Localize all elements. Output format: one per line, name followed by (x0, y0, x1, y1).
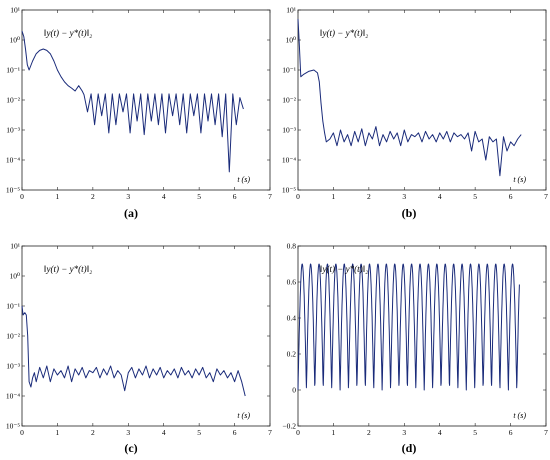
x-tick-label: 4 (162, 428, 166, 437)
y-tick-label: 10⁻² (6, 332, 20, 341)
panel-b: 0 1 2 3 4 5 6 7 10⁻⁵ 10⁻⁴ 10⁻³ 10⁻² 10⁻¹ 10⁰ 10¹ ‖y(t) … (282, 6, 548, 202)
x-tick-label: 2 (367, 428, 371, 437)
x-tick-label: 5 (197, 428, 201, 437)
y-tick-label: 10⁻³ (6, 126, 20, 135)
x-axis-label: t (s) (513, 411, 526, 420)
y-tick-label: 10⁻⁵ (282, 186, 296, 195)
x-tick-label: 3 (402, 428, 406, 437)
x-tick-label: 7 (268, 428, 272, 437)
norm-annotation: ‖y(t) − y*(t)‖₂ (320, 28, 368, 38)
x-tick-label: 2 (367, 192, 371, 201)
y-tick-label: 10⁻⁴ (282, 156, 296, 165)
panel-a: 0 1 2 3 4 5 6 7 10⁻⁵ 10⁻⁴ 10⁻³ 10⁻² 10⁻¹ 10⁰ 10¹ ‖y(t) … (6, 6, 272, 202)
x-tick-label: 2 (91, 428, 95, 437)
plot-frame (297, 245, 547, 427)
x-axis-label: t (s) (237, 175, 250, 184)
x-tick-label: 5 (473, 192, 477, 201)
caption-a: (a) (124, 206, 138, 220)
x-tick-label: 2 (91, 192, 95, 201)
x-tick-label: 6 (233, 428, 237, 437)
y-tick-label: 10⁻³ (6, 362, 20, 371)
y-tick-label: 10¹ (286, 6, 296, 15)
y-tick-label: 0.8 (287, 242, 297, 251)
series-line (21, 30, 244, 173)
x-tick-label: 3 (126, 428, 130, 437)
x-tick-label: 0 (296, 192, 300, 201)
y-tick-label: 0 (292, 386, 296, 395)
x-axis-label: t (s) (513, 175, 526, 184)
x-tick-label: 4 (162, 192, 166, 201)
y-tick-label: 10⁰ (285, 36, 296, 45)
y-tick-label: 10⁰ (9, 272, 20, 281)
series-line (21, 305, 246, 397)
y-tick-label: 10⁰ (9, 36, 20, 45)
norm-annotation: ‖y(t) − y*(t)‖₂ (44, 28, 92, 38)
y-tick-label: 10⁻² (6, 96, 20, 105)
y-tick-label: 10⁻³ (282, 126, 296, 135)
y-tick-label: 10⁻⁵ (6, 186, 20, 195)
panel-c: 0 1 2 3 4 5 6 7 10⁻⁵ 10⁻⁴ 10⁻³ 10⁻² 10⁻¹ 10⁰ 10¹ ‖y(t) … (6, 242, 272, 438)
x-axis-label: t (s) (237, 411, 250, 420)
y-tick-label: 10⁻⁴ (6, 156, 20, 165)
x-tick-label: 6 (509, 192, 513, 201)
y-tick-label: 10⁻¹ (6, 302, 20, 311)
x-tick-label: 3 (126, 192, 130, 201)
norm-annotation: ‖y(t) − y*(t)‖₂ (44, 264, 92, 274)
y-tick-label: 10⁻² (282, 96, 296, 105)
caption-c: (c) (124, 441, 137, 455)
x-tick-label: 1 (56, 428, 60, 437)
y-tick-label: 10¹ (10, 6, 20, 15)
norm-annotation: ‖y(t) − y*(t)‖₂ (320, 264, 368, 274)
series-line (297, 263, 520, 391)
x-tick-label: 0 (296, 428, 300, 437)
caption-d: (d) (402, 441, 417, 455)
panel-d: 0 1 2 3 4 5 6 7−0.200.20.40.60.8‖y(t) − y*(t)‖₂… (282, 242, 548, 438)
x-tick-label: 3 (402, 192, 406, 201)
x-tick-label: 5 (473, 428, 477, 437)
y-tick-label: 10⁻⁵ (6, 422, 20, 431)
x-tick-label: 1 (56, 192, 60, 201)
x-tick-label: 1 (332, 192, 336, 201)
x-tick-label: 5 (197, 192, 201, 201)
y-tick-label: 0.4 (287, 314, 297, 323)
y-tick-label: 10⁻¹ (282, 66, 296, 75)
y-tick-label: 10⁻¹ (6, 66, 20, 75)
y-tick-label: 10⁻⁴ (6, 392, 20, 401)
x-tick-label: 7 (268, 192, 272, 201)
y-tick-label: 0.6 (287, 278, 297, 287)
x-tick-label: 4 (438, 428, 442, 437)
caption-b: (b) (402, 206, 417, 220)
y-tick-label: 10¹ (10, 242, 20, 251)
x-tick-label: 0 (20, 192, 24, 201)
x-tick-label: 4 (438, 192, 442, 201)
y-tick-label: −0.2 (282, 422, 296, 431)
x-tick-label: 1 (332, 428, 336, 437)
x-tick-label: 0 (20, 428, 24, 437)
x-tick-label: 7 (544, 428, 548, 437)
y-tick-label: 0.2 (287, 350, 297, 359)
x-tick-label: 6 (233, 192, 237, 201)
x-tick-label: 6 (509, 428, 513, 437)
series-line (297, 18, 522, 177)
x-tick-label: 7 (544, 192, 548, 201)
